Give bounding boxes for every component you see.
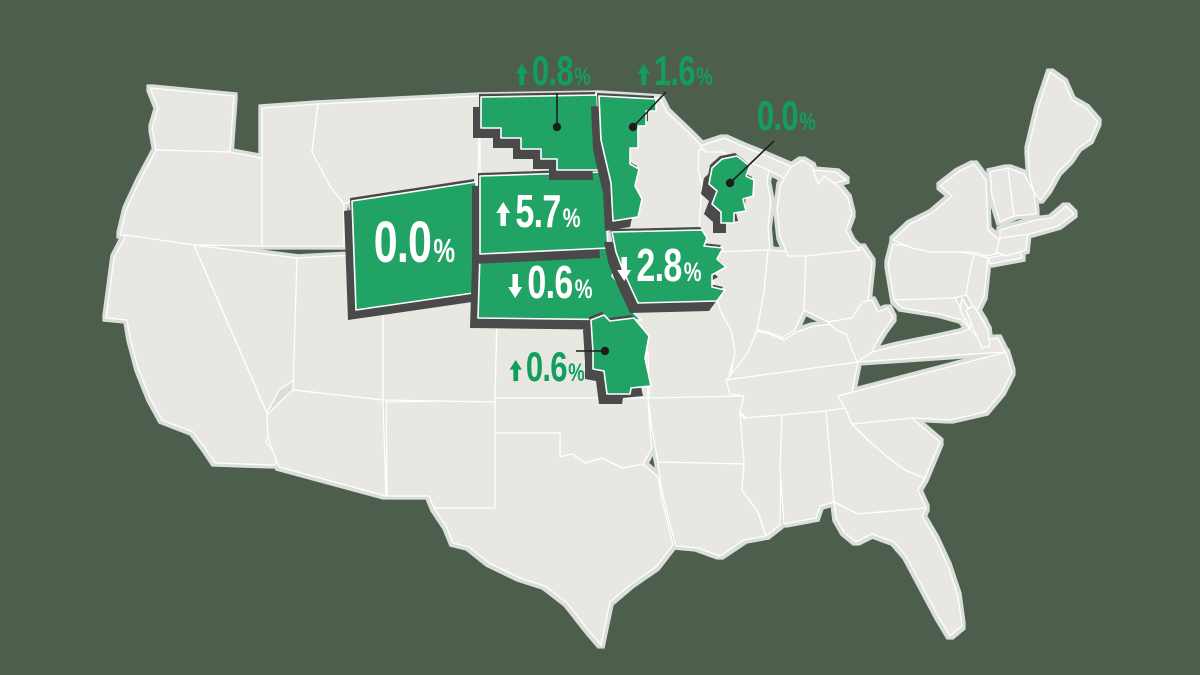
leader-dot-minnesota <box>628 122 638 132</box>
region-group-south-dakota <box>472 169 613 264</box>
state-washington <box>149 87 235 153</box>
north-dakota-percent-sign: % <box>574 62 590 90</box>
leader-dot-wisconsin-region <box>725 178 735 188</box>
svg-text:0.6%: 0.6% <box>527 256 592 308</box>
leader-dot-missouri-region <box>600 346 610 356</box>
trend-up-arrow-icon <box>496 202 511 226</box>
south-dakota-percent-sign: % <box>563 203 581 234</box>
leader-lines <box>552 91 775 356</box>
region-missouri-region[interactable] <box>590 314 652 395</box>
state-florida <box>833 501 963 637</box>
leader-line-wisconsin-region <box>729 140 775 184</box>
iowa-percent-sign: % <box>684 257 702 288</box>
wisconsin-region-percent-sign: % <box>799 107 815 135</box>
trend-up-arrow-icon <box>637 64 650 86</box>
wyoming-value: 0.0 <box>374 210 431 275</box>
state-west-virginia <box>827 299 894 363</box>
minnesota-value: 1.6 <box>654 47 695 94</box>
missouri-region-value: 0.6 <box>526 343 567 390</box>
label-south-dakota: 5.7% <box>496 185 581 237</box>
trend-up-arrow-icon <box>509 360 522 382</box>
state-vermont <box>989 167 1015 223</box>
state-south-carolina <box>851 417 941 479</box>
state-north-carolina <box>837 351 1013 425</box>
state-maine <box>1027 71 1099 201</box>
state-new-mexico <box>385 399 498 509</box>
label-nebraska: 0.6% <box>508 256 593 308</box>
region-iowa[interactable] <box>611 229 727 304</box>
state-arkansas <box>647 395 747 465</box>
region-group-missouri-region <box>583 312 652 404</box>
label-iowa: 2.8% <box>617 239 702 291</box>
nebraska-percent-sign: % <box>575 274 593 305</box>
region-group-nebraska <box>470 245 642 330</box>
label-wisconsin-region: 0.0% <box>757 92 816 139</box>
svg-text:5.7%: 5.7% <box>515 185 580 237</box>
trend-up-arrow-icon <box>515 64 528 86</box>
region-group-wyoming <box>344 179 481 320</box>
label-minnesota: 1.6% <box>637 47 713 94</box>
wisconsin-region-value: 0.0 <box>757 92 798 139</box>
state-delmarva <box>965 305 991 349</box>
south-dakota-value: 5.7 <box>515 185 560 237</box>
state-new-york <box>892 163 1019 257</box>
iowa-value: 2.8 <box>636 239 681 291</box>
label-wyoming: 0.0% <box>374 210 456 275</box>
north-dakota-value: 0.8 <box>532 47 573 94</box>
label-north-dakota: 0.8% <box>515 47 591 94</box>
state-nevada <box>193 244 298 414</box>
state-new-hampshire <box>1007 167 1037 217</box>
state-michigan-lower-peninsula <box>776 159 861 257</box>
state-arizona <box>266 389 387 497</box>
svg-text:0.0%: 0.0% <box>374 210 456 275</box>
trend-down-arrow-icon <box>617 257 632 281</box>
wyoming-percent-sign: % <box>433 234 455 270</box>
minnesota-percent-sign: % <box>696 62 712 90</box>
region-minnesota[interactable] <box>598 95 657 222</box>
svg-text:0.0%: 0.0% <box>757 92 815 139</box>
region-wisconsin-region[interactable] <box>708 155 755 224</box>
svg-text:1.6%: 1.6% <box>654 47 712 94</box>
svg-text:0.6%: 0.6% <box>526 343 584 390</box>
svg-text:2.8%: 2.8% <box>636 239 701 291</box>
svg-text:0.8%: 0.8% <box>532 47 590 94</box>
state-texas <box>433 432 674 646</box>
nebraska-value: 0.6 <box>527 256 572 308</box>
trend-down-arrow-icon <box>508 274 523 298</box>
missouri-region-percent-sign: % <box>568 358 584 386</box>
region-group-iowa <box>604 227 727 313</box>
leader-dot-north-dakota <box>552 122 562 132</box>
label-missouri-region: 0.6% <box>509 343 585 390</box>
region-group-minnesota <box>591 93 657 231</box>
leader-line-minnesota <box>632 91 667 128</box>
state-massachusetts <box>999 205 1075 239</box>
